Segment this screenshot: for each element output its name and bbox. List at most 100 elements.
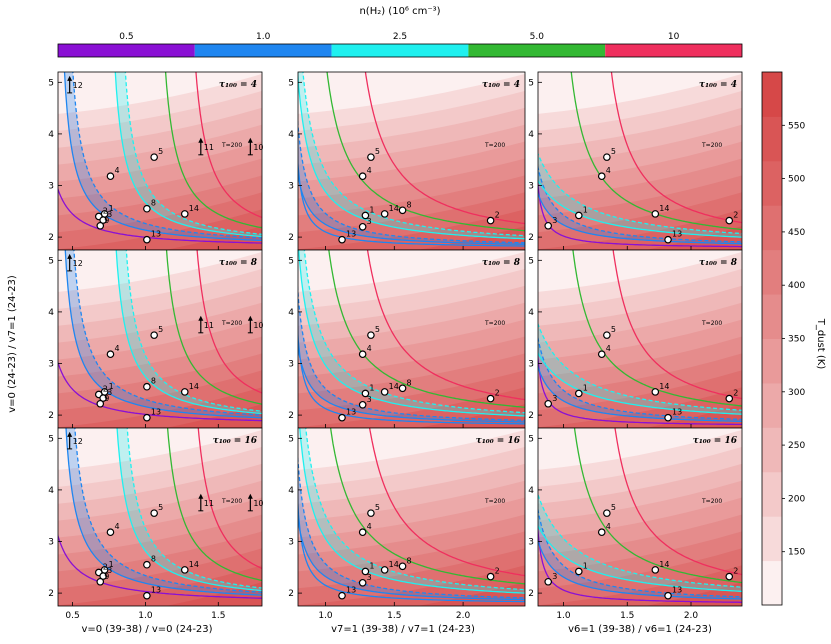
density-curve-green	[572, 250, 742, 407]
density-curve-red	[614, 428, 742, 576]
t200-label: T=200	[701, 498, 722, 505]
density-curve-red	[368, 428, 525, 577]
source-label: 14	[389, 382, 399, 391]
tau-label: τ₁₀₀ = 8	[219, 258, 258, 268]
panel-r1-c2: T=200 τ₁₀₀ = 4 1 2 3 4 5 8 13 14 2 3 4 5	[288, 71, 526, 251]
source-point	[398, 562, 407, 571]
source-label: 13	[151, 586, 161, 595]
source-point	[651, 566, 660, 574]
source-label: 3	[367, 573, 372, 582]
density-colorbar-tick: 0.5	[119, 32, 133, 42]
y-tick-label: 3	[528, 360, 534, 370]
density-colorbar-label: n(H₂) (10⁶ cm⁻³)	[359, 6, 440, 17]
source-point	[358, 578, 367, 587]
source-label: 4	[367, 522, 372, 531]
source-label: 2	[733, 567, 738, 576]
y-tick-label: 4	[288, 308, 294, 318]
y-tick-label: 5	[288, 434, 294, 444]
source-label: 1	[109, 560, 114, 569]
source-point	[143, 591, 151, 600]
source-point	[574, 389, 583, 398]
source-label: 13	[346, 408, 356, 417]
source-point	[574, 211, 583, 220]
source-point	[361, 211, 370, 220]
source-label: 4	[114, 344, 119, 353]
density-curve-purple	[538, 352, 742, 426]
source-point	[398, 206, 407, 215]
source-point	[603, 509, 611, 517]
density-curve-blueA	[65, 428, 262, 596]
tau-label: τ₁₀₀ = 4	[699, 80, 737, 90]
source-label: 1	[369, 205, 374, 214]
source-label: 2	[733, 389, 738, 398]
source-point	[106, 172, 115, 181]
source-label: 1	[369, 561, 374, 570]
tau-label: τ₁₀₀ = 16	[476, 436, 521, 446]
source-label: 2	[103, 562, 108, 571]
y-tick-label: 4	[528, 486, 534, 496]
t200-label: T=200	[221, 320, 242, 327]
temperature-contour-band	[58, 582, 262, 606]
source-point	[544, 577, 553, 586]
density-colorbar-segment	[605, 44, 742, 57]
source-point	[358, 400, 367, 409]
temperature-colorbar-band	[762, 560, 782, 606]
density-colorbar-segment	[58, 44, 195, 57]
y-tick-label: 2	[288, 589, 294, 599]
temperature-colorbar-band	[762, 205, 782, 251]
source-point	[486, 572, 495, 581]
source-label: 1	[583, 561, 588, 570]
source-label: 2	[495, 567, 500, 576]
source-point	[486, 394, 495, 403]
source-point	[597, 172, 606, 181]
temperature-contour-band	[298, 226, 525, 250]
source-label: 5	[375, 325, 380, 334]
source-point	[398, 384, 407, 393]
source-label: 4	[606, 522, 611, 531]
lower-limit-arrowhead	[247, 315, 253, 321]
lower-limit-arrowhead	[67, 75, 73, 81]
source-point	[99, 394, 107, 402]
density-curve-green	[329, 428, 525, 585]
source-label: 13	[672, 408, 682, 417]
source-label: 3	[552, 572, 557, 581]
tau-label: τ₁₀₀ = 4	[219, 80, 257, 90]
source-label: 9	[104, 216, 109, 225]
x-tick-label: 1.5	[387, 611, 401, 621]
source-point	[544, 221, 553, 230]
source-point	[143, 204, 151, 213]
limit-label: 11	[204, 499, 214, 508]
source-label: 3	[552, 394, 557, 403]
source-label: 3	[107, 388, 112, 397]
t200-label: T=200	[221, 498, 242, 505]
density-curve-cyanB	[125, 250, 262, 412]
density-curve-cyanA	[298, 250, 525, 417]
source-label: 14	[389, 204, 399, 213]
x-tick-label: 1.0	[138, 611, 153, 621]
source-point	[380, 566, 389, 574]
y-tick-label: 4	[48, 486, 54, 496]
source-point	[150, 509, 158, 517]
source-point	[358, 222, 367, 231]
x-tick-label: 1.0	[318, 611, 333, 621]
density-curve-purple	[58, 360, 262, 422]
temperature-colorbar-band	[762, 382, 782, 428]
density-curve-cyanB	[538, 152, 742, 235]
source-label: 1	[369, 383, 374, 392]
source-label: 5	[611, 147, 616, 156]
density-band-fill	[538, 324, 742, 415]
source-point	[143, 413, 151, 422]
source-point	[367, 153, 375, 161]
y-tick-label: 5	[288, 256, 294, 266]
source-label: 3	[367, 395, 372, 404]
y-tick-label: 3	[48, 538, 54, 548]
density-curve-red	[612, 250, 742, 400]
source-point	[597, 528, 606, 537]
source-point	[574, 567, 583, 576]
density-band-fill	[117, 428, 262, 591]
density-curve-green	[166, 428, 262, 582]
y-tick-label: 3	[48, 360, 54, 370]
temperature-contour-band	[298, 209, 525, 250]
density-colorbar-segment	[331, 44, 469, 57]
density-colorbar-frame	[57, 43, 743, 58]
